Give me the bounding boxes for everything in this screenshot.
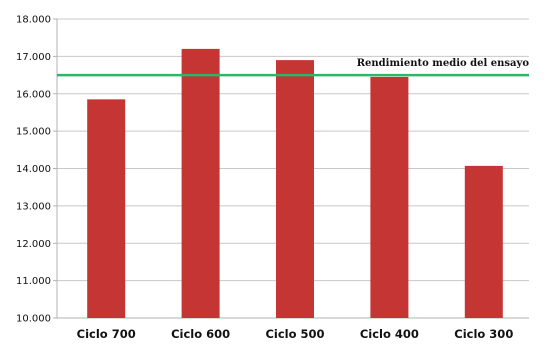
y-tick-label: 12.000 bbox=[16, 239, 51, 250]
y-tick-label: 11.000 bbox=[16, 276, 51, 287]
y-tick-label: 17.000 bbox=[16, 52, 51, 63]
x-tick-label: Ciclo 700 bbox=[77, 327, 136, 341]
y-tick-label: 16.000 bbox=[16, 89, 51, 100]
bar bbox=[276, 60, 314, 319]
bar bbox=[370, 76, 409, 319]
y-tick-label: 13.000 bbox=[16, 201, 51, 212]
y-axis-ticks: 10.000 11.000 12.000 13.000 14.000 15.000 16.0… bbox=[16, 15, 57, 325]
bars bbox=[87, 48, 503, 319]
y-tick-label: 10.000 bbox=[16, 314, 51, 325]
bar bbox=[87, 99, 126, 318]
y-tick-label: 15.000 bbox=[16, 127, 51, 138]
x-axis-labels: Ciclo 700 Ciclo 600 Ciclo 500 Ciclo 400 Cicl… bbox=[77, 327, 514, 341]
bar bbox=[464, 165, 503, 318]
y-tick-label: 14.000 bbox=[16, 164, 51, 175]
x-tick-label: Ciclo 600 bbox=[171, 327, 230, 341]
y-tick-label: 18.000 bbox=[16, 15, 51, 26]
bar bbox=[181, 48, 220, 319]
average-line-label: Rendimiento medio del ensayo bbox=[357, 58, 530, 69]
x-tick-label: Ciclo 300 bbox=[454, 327, 513, 341]
x-tick-label: Ciclo 400 bbox=[360, 327, 419, 341]
x-tick-label: Ciclo 500 bbox=[265, 327, 324, 341]
